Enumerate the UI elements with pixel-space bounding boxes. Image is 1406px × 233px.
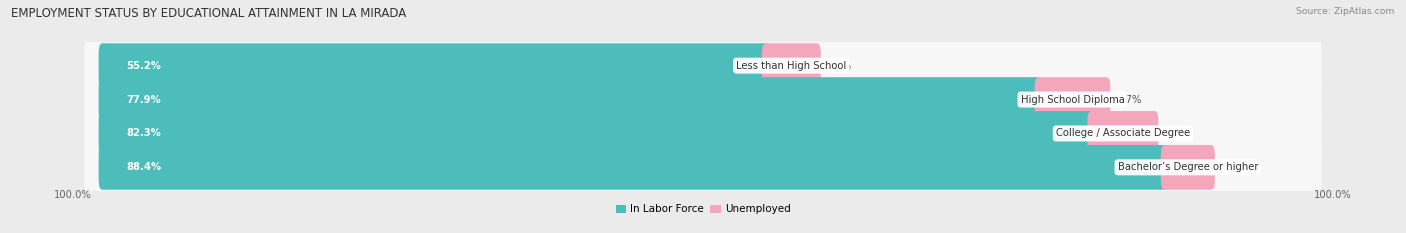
FancyBboxPatch shape bbox=[84, 69, 1322, 130]
Text: High School Diploma: High School Diploma bbox=[1021, 95, 1125, 105]
Text: 77.9%: 77.9% bbox=[127, 95, 160, 105]
Text: College / Associate Degree: College / Associate Degree bbox=[1056, 128, 1189, 138]
Text: 100.0%: 100.0% bbox=[1315, 190, 1351, 200]
Text: EMPLOYMENT STATUS BY EDUCATIONAL ATTAINMENT IN LA MIRADA: EMPLOYMENT STATUS BY EDUCATIONAL ATTAINM… bbox=[11, 7, 406, 20]
FancyBboxPatch shape bbox=[84, 103, 1322, 164]
Text: 82.3%: 82.3% bbox=[127, 128, 162, 138]
FancyBboxPatch shape bbox=[98, 43, 769, 88]
FancyBboxPatch shape bbox=[1035, 77, 1111, 122]
Text: 88.4%: 88.4% bbox=[127, 162, 162, 172]
Text: 5.7%: 5.7% bbox=[1116, 95, 1142, 105]
Text: 5.3%: 5.3% bbox=[1164, 128, 1189, 138]
FancyBboxPatch shape bbox=[84, 137, 1322, 198]
FancyBboxPatch shape bbox=[1087, 111, 1159, 156]
FancyBboxPatch shape bbox=[84, 35, 1322, 96]
Text: 100.0%: 100.0% bbox=[55, 190, 91, 200]
Legend: In Labor Force, Unemployed: In Labor Force, Unemployed bbox=[612, 200, 794, 219]
Text: 55.2%: 55.2% bbox=[127, 61, 162, 71]
FancyBboxPatch shape bbox=[1161, 145, 1215, 190]
FancyBboxPatch shape bbox=[98, 111, 1095, 156]
Text: 3.9%: 3.9% bbox=[1220, 162, 1246, 172]
FancyBboxPatch shape bbox=[98, 77, 1042, 122]
Text: Source: ZipAtlas.com: Source: ZipAtlas.com bbox=[1296, 7, 1395, 16]
Text: Bachelor’s Degree or higher: Bachelor’s Degree or higher bbox=[1118, 162, 1258, 172]
FancyBboxPatch shape bbox=[762, 43, 821, 88]
Text: Less than High School: Less than High School bbox=[737, 61, 846, 71]
Text: 4.3%: 4.3% bbox=[827, 61, 852, 71]
FancyBboxPatch shape bbox=[98, 145, 1168, 190]
